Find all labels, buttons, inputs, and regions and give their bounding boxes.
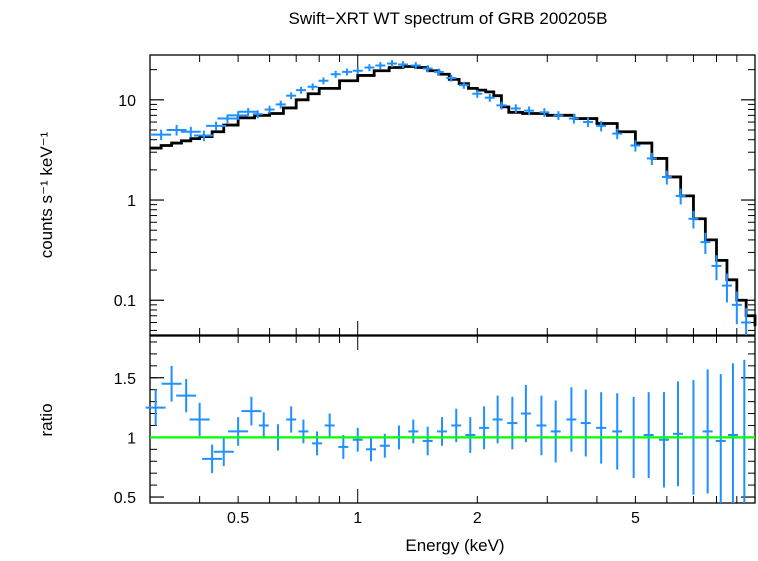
ratio-xtick-label: 0.5	[227, 510, 249, 527]
model-curve	[150, 65, 757, 327]
spectrum-ticks: 10 1 0.1	[114, 55, 756, 335]
ratio-data-group	[145, 359, 750, 503]
chart-title: Swift−XRT WT spectrum of GRB 200205B	[289, 9, 608, 28]
spectrum-y-label: counts s⁻¹ keV⁻¹	[37, 131, 56, 258]
x-axis-label: Energy (keV)	[405, 536, 504, 555]
ratio-panel: 0.5 1 1.5 0.5 1 2 5 ratio Energy (keV)	[37, 335, 756, 555]
ratio-ytick-label: 1	[127, 430, 136, 447]
spectrum-data-group	[151, 60, 752, 335]
ratio-frame	[149, 335, 756, 504]
ratio-ytick-label: 0.5	[114, 490, 136, 507]
spectrum-frame	[149, 54, 756, 336]
ratio-ticks: 0.5 1 1.5 0.5 1 2 5	[114, 336, 756, 527]
ratio-xtick-label: 5	[631, 510, 640, 527]
model-curve-group	[150, 65, 757, 327]
spectrum-ytick-label: 10	[118, 93, 136, 110]
ratio-xtick-label: 2	[473, 510, 482, 527]
spectrum-ytick-label: 0.1	[114, 293, 136, 310]
ratio-y-label: ratio	[37, 403, 56, 436]
ratio-ytick-label: 1.5	[114, 371, 136, 388]
spectrum-ytick-label: 1	[127, 193, 136, 210]
ratio-xtick-label: 1	[353, 510, 362, 527]
spectrum-panel: 10 1 0.1 counts s⁻¹ keV⁻¹	[37, 54, 757, 336]
